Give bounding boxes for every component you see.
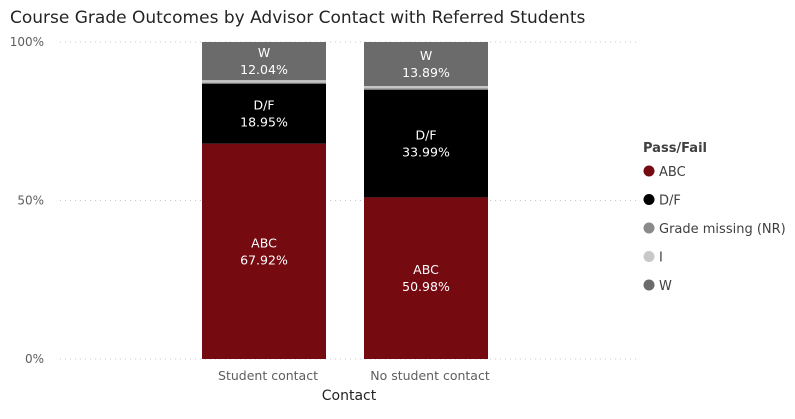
bar-segment[interactable] — [202, 80, 326, 83]
legend-marker — [643, 194, 655, 205]
bar-stack[interactable]: ABC 50.98% D/F 33.99% W 13.89% — [364, 42, 488, 359]
legend-marker — [643, 165, 655, 177]
segment-value-label: 33.99% — [402, 145, 450, 160]
segment-value-label: 13.89% — [402, 65, 450, 80]
legend-item[interactable]: I — [643, 251, 663, 266]
bar-segment[interactable] — [364, 42, 488, 87]
legend-label: W — [659, 279, 672, 294]
legend-label: I — [659, 251, 663, 266]
segment-series-label: W — [258, 45, 270, 60]
bar-segment[interactable] — [364, 89, 488, 198]
y-tick-label: 100% — [10, 35, 44, 49]
bar-segment[interactable] — [202, 42, 326, 81]
segment-series-label: ABC — [413, 262, 439, 277]
segment-series-label: D/F — [253, 98, 274, 113]
y-tick-label: 50% — [17, 194, 44, 208]
legend-label: ABC — [659, 165, 686, 180]
bar-segment[interactable] — [364, 88, 488, 90]
legend-label: Grade missing (NR) — [659, 222, 786, 237]
segment-series-label: ABC — [251, 235, 277, 250]
bar-segment[interactable] — [202, 143, 326, 359]
segment-value-label: 67.92% — [240, 252, 288, 267]
legend-marker — [643, 222, 655, 234]
y-axis-ticks: 0% 50% 100% — [10, 35, 44, 366]
gridlines — [60, 41, 640, 360]
y-tick-label: 0% — [25, 352, 44, 366]
bar-stack[interactable]: ABC 67.92% D/F 18.95% W 12.04% — [202, 42, 326, 359]
x-axis-title: Contact — [322, 388, 377, 404]
legend-title: Pass/Fail — [643, 141, 707, 156]
segment-value-label: 12.04% — [240, 62, 288, 77]
bar-segment[interactable] — [202, 82, 326, 84]
segment-value-label: 50.98% — [402, 279, 450, 294]
legend-label: D/F — [659, 194, 681, 209]
segment-value-label: 18.95% — [240, 115, 288, 130]
legend[interactable]: Pass/Fail ABC D/F Grade missing (NR) IW — [643, 141, 786, 294]
bar-segment[interactable] — [364, 197, 488, 359]
x-axis-categories: Student contact No student contact — [218, 368, 490, 383]
legend-marker — [643, 279, 655, 291]
segment-series-label: W — [420, 48, 432, 63]
x-category-label: No student contact — [370, 368, 490, 383]
legend-item[interactable]: Grade missing (NR) — [643, 222, 786, 237]
legend-item[interactable]: D/F — [643, 194, 681, 209]
chart-title: Course Grade Outcomes by Advisor Contact… — [10, 8, 585, 28]
legend-marker — [643, 251, 655, 262]
bars: ABC 67.92% D/F 18.95% W 12.04% ABC 50.98% D/F 33.… — [202, 42, 488, 359]
bar-segment[interactable] — [364, 86, 488, 89]
segment-series-label: D/F — [415, 128, 436, 143]
x-category-label: Student contact — [218, 368, 318, 383]
legend-item[interactable]: W — [643, 279, 673, 294]
bar-segment[interactable] — [202, 83, 326, 144]
legend-item[interactable]: ABC — [643, 165, 686, 180]
